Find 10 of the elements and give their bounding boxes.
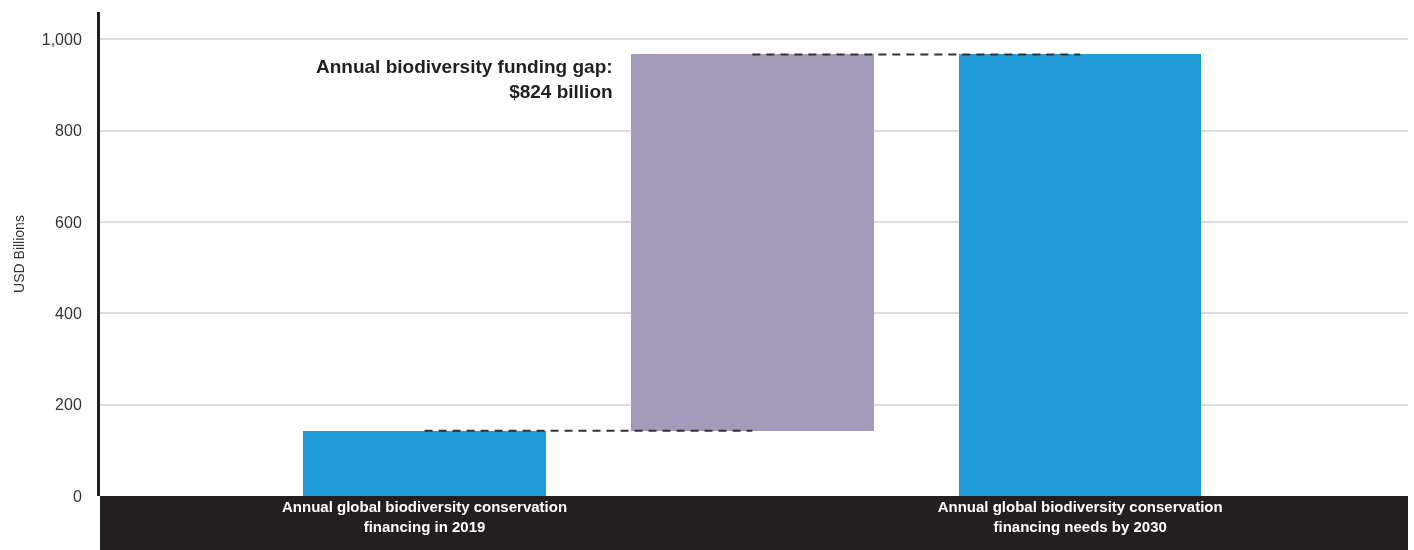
y-tick-label: 200	[55, 396, 82, 414]
x-tick-label: Annual global biodiversity conservation financing needs by 2030	[937, 498, 1223, 535]
y-tick-label: 600	[55, 213, 82, 231]
y-tick-label: 400	[55, 304, 82, 322]
y-tick-label: 800	[55, 122, 82, 140]
y-tick-label: 1,000	[41, 31, 82, 48]
x-tick-label: Annual global biodiversity conservation financing in 2019	[282, 498, 568, 535]
y-axis-title: USD Billions	[11, 215, 28, 293]
annotation: Annual biodiversity funding gap: $824 billion	[316, 56, 613, 102]
y-tick-label: 0	[72, 487, 82, 505]
